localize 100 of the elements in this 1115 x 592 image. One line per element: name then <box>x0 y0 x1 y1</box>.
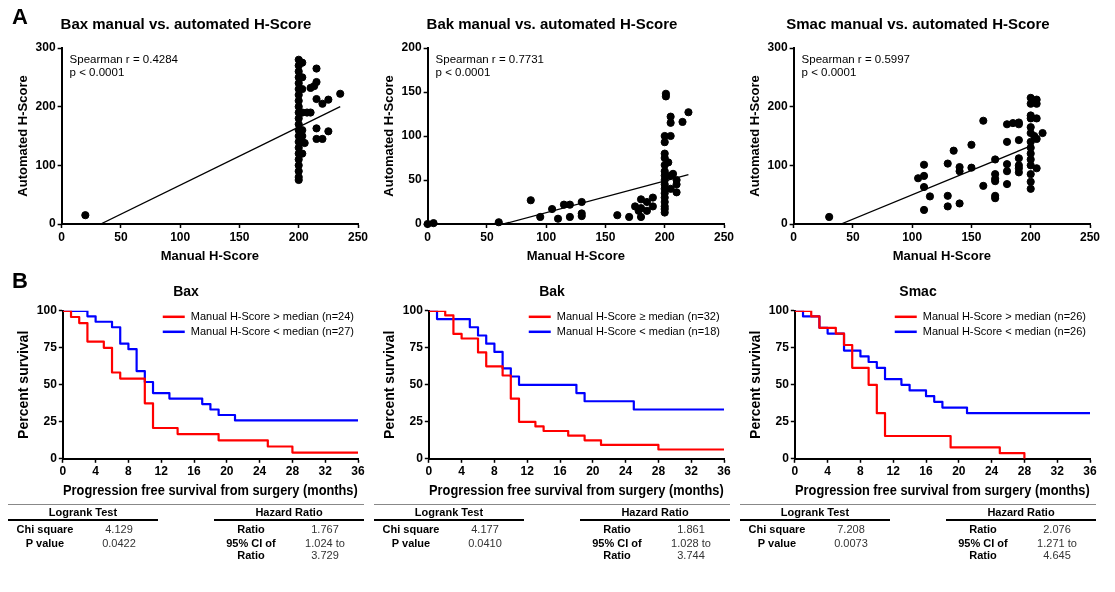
y-axis-title: Percent survival <box>15 330 32 439</box>
x-tick-label: 20 <box>586 464 600 479</box>
chart-title: Bax manual vs. automated H-Score <box>60 15 312 33</box>
text: 95% CI of Ratio <box>225 537 277 561</box>
x-tick-label: 4 <box>92 464 100 479</box>
legend-label: Manual H-Score < median (n=18) <box>556 324 720 337</box>
y-tick-label: 25 <box>775 414 790 429</box>
y-axis-title: Automated H-Score <box>381 75 397 197</box>
y-tick-label: 100 <box>767 157 788 172</box>
annotation: Spearman r = 0.7731 <box>435 52 544 65</box>
x-tick-label: 250 <box>347 229 369 244</box>
chart-title: Bak manual vs. automated H-Score <box>426 15 678 33</box>
x-tick-label: 24 <box>252 464 267 479</box>
annotation: p < 0.0001 <box>435 65 491 78</box>
text: Logrank Test <box>740 506 890 521</box>
annotation: p < 0.0001 <box>801 65 857 78</box>
y-tick-label: 0 <box>48 216 56 231</box>
x-axis-title: Manual H-Score <box>892 247 991 263</box>
chart-title: Smac manual vs. automated H-Score <box>786 15 1050 33</box>
x-tick-label: 20 <box>952 464 966 479</box>
text: 0.0410 <box>467 537 503 549</box>
text: 95% CI of Ratio <box>957 537 1009 561</box>
x-tick-label: 20 <box>220 464 234 479</box>
text: 1.024 to 3.729 <box>304 537 346 561</box>
y-tick-label: 75 <box>409 340 424 355</box>
text: P value <box>24 537 66 549</box>
x-tick-label: 100 <box>536 229 557 244</box>
y-axis-title: Percent survival <box>747 330 764 439</box>
text: 1.767 <box>310 523 340 535</box>
text: 4.129 <box>104 523 134 535</box>
y-tick-label: 75 <box>775 340 790 355</box>
x-tick-label: 8 <box>125 464 133 479</box>
text: 4.177 <box>470 523 500 535</box>
legend-label: Manual H-Score ≥ median (n=32) <box>556 309 720 322</box>
text: A <box>12 4 28 30</box>
x-tick-label: 100 <box>902 229 923 244</box>
x-tick-label: 28 <box>1017 464 1032 479</box>
x-tick-label: 36 <box>1083 464 1097 479</box>
x-tick-label: 12 <box>520 464 535 479</box>
y-tick-label: 50 <box>775 377 790 392</box>
text: Logrank Test <box>374 506 524 521</box>
y-tick-label: 150 <box>401 84 422 99</box>
x-tick-label: 50 <box>114 229 128 244</box>
y-tick-label: 200 <box>35 98 56 113</box>
y-tick-label: 200 <box>767 98 788 113</box>
x-tick-label: 32 <box>318 464 333 479</box>
x-tick-label: 150 <box>595 229 616 244</box>
y-tick-label: 50 <box>409 377 424 392</box>
text: 95% CI of Ratio <box>591 537 643 561</box>
text: 2.076 <box>1042 523 1072 535</box>
y-tick-label: 300 <box>35 40 56 55</box>
x-axis-title: Manual H-Score <box>526 247 625 263</box>
x-tick-label: 200 <box>654 229 676 244</box>
text: Chi square <box>15 523 75 535</box>
x-tick-label: 36 <box>351 464 365 479</box>
text: Hazard Ratio <box>580 506 730 521</box>
chart-title: Smac <box>899 283 937 300</box>
x-axis-title: Progression free survival from surgery (months) <box>795 482 1090 499</box>
chart-title: Bax <box>173 283 200 300</box>
legend-label: Manual H-Score < median (n=27) <box>190 324 354 337</box>
x-tick-label: 50 <box>846 229 860 244</box>
text: 0.0422 <box>101 537 137 549</box>
y-tick-label: 200 <box>401 40 422 55</box>
x-tick-label: 32 <box>684 464 699 479</box>
text: 1.271 to 4.645 <box>1036 537 1078 561</box>
text: P value <box>390 537 432 549</box>
annotation: Spearman r = 0.5997 <box>801 52 910 65</box>
x-tick-label: 8 <box>857 464 865 479</box>
y-tick-label: 0 <box>782 451 790 466</box>
x-tick-label: 24 <box>618 464 633 479</box>
text: B <box>12 268 28 294</box>
chart-title: Bak <box>539 283 566 300</box>
y-tick-label: 100 <box>35 157 56 172</box>
x-tick-label: 24 <box>984 464 999 479</box>
text: Chi square <box>381 523 441 535</box>
x-tick-label: 16 <box>553 464 568 479</box>
x-tick-label: 16 <box>187 464 202 479</box>
annotation: Spearman r = 0.4284 <box>69 52 179 65</box>
x-tick-label: 28 <box>651 464 666 479</box>
text: Hazard Ratio <box>214 506 364 521</box>
text: Ratio <box>236 523 266 535</box>
x-tick-label: 200 <box>288 229 310 244</box>
legend-label: Manual H-Score > median (n=26) <box>922 309 1086 322</box>
y-tick-label: 25 <box>409 414 424 429</box>
y-tick-label: 0 <box>414 216 422 231</box>
x-tick-label: 28 <box>285 464 300 479</box>
text: 1.028 to 3.744 <box>670 537 712 561</box>
y-tick-label: 100 <box>768 303 790 318</box>
y-tick-label: 75 <box>43 340 58 355</box>
y-tick-label: 50 <box>43 377 58 392</box>
annotation: p < 0.0001 <box>69 65 125 78</box>
y-tick-label: 100 <box>401 128 422 143</box>
text: 1.861 <box>676 523 706 535</box>
x-tick-label: 4 <box>458 464 466 479</box>
y-tick-label: 0 <box>780 216 788 231</box>
x-axis-title: Progression free survival from surgery (months) <box>63 482 358 499</box>
text: Hazard Ratio <box>946 506 1096 521</box>
y-tick-label: 100 <box>36 303 58 318</box>
x-tick-label: 250 <box>713 229 735 244</box>
x-tick-label: 16 <box>919 464 934 479</box>
